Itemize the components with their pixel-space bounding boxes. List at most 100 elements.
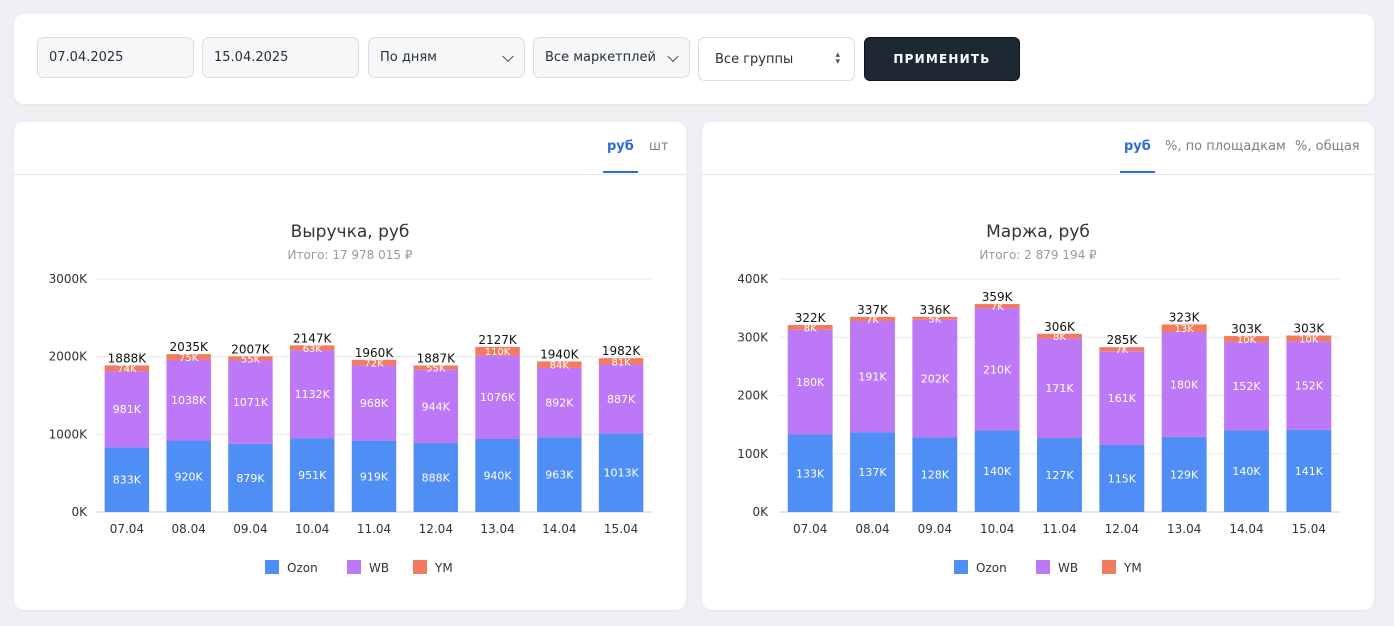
data-label: 137K xyxy=(858,466,887,479)
data-label: 879K xyxy=(236,472,265,485)
data-label: 833K xyxy=(113,474,142,487)
data-label: 75K xyxy=(179,353,199,364)
bar-segment-ym xyxy=(1224,336,1269,342)
marketplace-select[interactable]: Все маркетплей xyxy=(533,37,690,78)
bar-segment-ym xyxy=(413,365,459,370)
legend-swatch xyxy=(1102,560,1116,574)
tab-rub[interactable]: руб xyxy=(1120,139,1155,173)
tab-pieces[interactable]: шт xyxy=(649,139,669,154)
y-tick-label: 200K xyxy=(737,389,769,403)
y-tick-label: 0K xyxy=(71,505,88,519)
bar-segment-ym xyxy=(104,365,150,372)
data-label: 140K xyxy=(1232,465,1261,478)
bar-segment-wb xyxy=(413,369,459,444)
bar-segment-ozon xyxy=(475,438,520,512)
x-tick-label: 09.04 xyxy=(233,522,267,536)
bar-segment-wb xyxy=(1037,338,1082,439)
group-select[interactable]: Все группы ▴ ▾ xyxy=(698,37,855,81)
chart-subtitle: Итого: 2 879 194 ₽ xyxy=(979,248,1097,262)
legend-label[interactable]: Ozon xyxy=(287,561,318,575)
bar-segment-wb xyxy=(1099,351,1145,446)
legend-swatch xyxy=(413,560,427,574)
x-tick-label: 09.04 xyxy=(918,522,952,536)
x-tick-label: 12.04 xyxy=(419,522,453,536)
x-tick-label: 13.04 xyxy=(480,522,514,536)
legend-label[interactable]: Ozon xyxy=(976,561,1007,575)
total-label: 1960K xyxy=(355,346,395,360)
bar-segment-ozon xyxy=(1224,430,1269,512)
data-label: 892K xyxy=(545,397,574,410)
chevron-down-icon xyxy=(502,50,514,62)
data-label: 180K xyxy=(1170,378,1199,391)
data-label: 81K xyxy=(611,357,631,368)
bar-segment-wb xyxy=(351,365,397,441)
chart-title: Маржа, руб xyxy=(986,222,1090,242)
bar-segment-ym xyxy=(166,354,211,360)
data-label: 171K xyxy=(1045,382,1074,395)
data-label: 127K xyxy=(1045,469,1074,482)
bar-segment-ozon xyxy=(598,433,644,512)
data-label: 1038K xyxy=(171,394,207,407)
bar-segment-ym xyxy=(598,358,644,365)
bar-segment-ozon xyxy=(1037,438,1082,512)
data-label: 210K xyxy=(983,363,1012,376)
bar-segment-ozon xyxy=(850,432,895,512)
data-label: 7K xyxy=(1115,345,1128,356)
x-tick-label: 08.04 xyxy=(171,522,205,536)
x-tick-label: 11.04 xyxy=(357,522,391,536)
apply-button[interactable]: ПРИМЕНИТЬ xyxy=(864,37,1020,81)
bar-segment-ym xyxy=(912,316,958,320)
legend-label[interactable]: YM xyxy=(1123,561,1142,575)
data-label: 140K xyxy=(983,465,1012,478)
date-to-value: 15.04.2025 xyxy=(214,50,289,65)
bar-segment-ym xyxy=(228,356,273,361)
bar-segment-ym xyxy=(475,346,520,356)
data-label: 920K xyxy=(175,470,204,483)
period-select[interactable]: По дням xyxy=(368,37,525,78)
margin-chart: Маржа, руб Итого: 2 879 194 ₽ 0K 100K 200K 30… xyxy=(737,222,1340,575)
y-tick-label: 400K xyxy=(737,272,769,286)
bar-segment-ym xyxy=(974,304,1020,309)
bar-segment-wb xyxy=(850,320,895,433)
data-label: 5K xyxy=(928,314,941,325)
bar-segment-ozon xyxy=(1286,429,1332,512)
data-label: 1076K xyxy=(480,391,516,404)
x-tick-label: 07.04 xyxy=(110,522,144,536)
x-tick-label: 08.04 xyxy=(855,522,889,536)
date-to-input[interactable]: 15.04.2025 xyxy=(202,37,359,78)
bar-segment-ym xyxy=(289,345,335,351)
x-tick-label: 14.04 xyxy=(1229,522,1263,536)
tab-percent-total[interactable]: %, общая xyxy=(1295,139,1360,154)
bar-segment-ym xyxy=(1161,324,1207,333)
marketplace-value: Все маркетплей xyxy=(545,50,656,65)
bar-segment-wb xyxy=(912,319,958,438)
chart-subtitle: Итого: 17 978 015 ₽ xyxy=(288,248,413,262)
data-label: 55K xyxy=(426,364,446,375)
data-label: 968K xyxy=(360,397,389,410)
data-label: 202K xyxy=(921,373,950,386)
legend-label[interactable]: WB xyxy=(1058,561,1078,575)
bar-segment-ozon xyxy=(351,440,397,512)
total-label: 2127K xyxy=(478,333,518,347)
legend-label[interactable]: WB xyxy=(369,561,389,575)
bar-segment-ozon xyxy=(1161,436,1207,512)
data-label: 8K xyxy=(804,323,817,334)
margin-chart-card: руб %, по площадкам %, общая Маржа, руб И… xyxy=(702,122,1374,610)
tab-percent-by-platform[interactable]: %, по площадкам xyxy=(1165,139,1286,154)
legend-label[interactable]: YM xyxy=(434,561,453,575)
data-label: 7K xyxy=(991,302,1004,313)
total-label: 2007K xyxy=(231,342,271,356)
bar-segment-ym xyxy=(1099,347,1145,352)
data-label: 152K xyxy=(1232,380,1261,393)
filter-bar: 07.04.2025 15.04.2025 По дням Все маркет… xyxy=(14,14,1374,104)
data-label: 141K xyxy=(1295,465,1324,478)
total-label: 306K xyxy=(1044,320,1076,334)
total-label: 1982K xyxy=(602,344,642,358)
tab-rub[interactable]: руб xyxy=(603,139,638,173)
date-from-input[interactable]: 07.04.2025 xyxy=(37,37,194,78)
bar-segment-ozon xyxy=(228,443,273,512)
y-tick-label: 3000K xyxy=(49,272,89,286)
x-tick-label: 15.04 xyxy=(1292,522,1326,536)
x-tick-label: 15.04 xyxy=(604,522,638,536)
bar-segment-ozon xyxy=(787,434,833,512)
